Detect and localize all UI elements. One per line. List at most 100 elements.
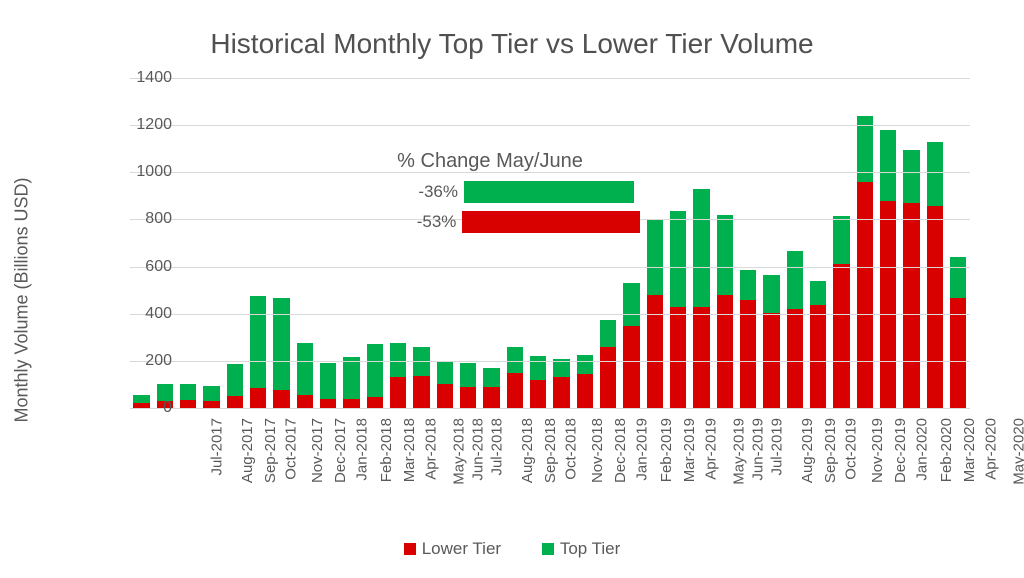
inset-row-bar [464,181,634,203]
inset-rows: -36% -53% [340,179,640,235]
bar-segment-top-tier [297,343,313,395]
bar-segment-top-tier [203,386,219,401]
x-tick-label: Oct-2018 [562,416,579,480]
x-tick-label: Jan-2019 [633,416,650,481]
legend: Lower Tier Top Tier [0,539,1024,560]
bar-segment-top-tier [623,283,639,325]
x-tick-label: Dec-2019 [892,416,909,483]
bar-stack [367,344,383,408]
legend-label-lower-tier: Lower Tier [422,539,501,559]
bar-stack [297,343,313,408]
bar-stack [857,116,873,408]
chart-title: Historical Monthly Top Tier vs Lower Tie… [0,28,1024,60]
bar-segment-lower-tier [577,374,593,408]
bar-stack [437,361,453,408]
gridline [130,78,970,79]
x-tick-label: Aug-2018 [519,416,536,483]
x-tick-label: Jun-2019 [750,416,767,481]
bar-segment-top-tier [927,142,943,207]
y-tick-label: 1000 [122,164,172,180]
bar-segment-lower-tier [623,326,639,409]
x-tick-label: Apr-2020 [982,416,999,480]
bar-stack [203,386,219,408]
x-tick-label: Oct-2017 [282,416,299,480]
x-tick-label: Apr-2018 [422,416,439,480]
gridline [130,408,970,409]
bar-stack [273,298,289,408]
gridline [130,267,970,268]
bar-segment-lower-tier [670,307,686,408]
bar-segment-lower-tier [343,399,359,408]
bar-segment-top-tier [880,130,896,201]
bar-stack [553,359,569,408]
bar-segment-lower-tier [227,396,243,408]
bar-stack [927,142,943,408]
chart-container: Historical Monthly Top Tier vs Lower Tie… [0,0,1024,578]
y-tick-label: 0 [122,400,172,416]
bar-segment-lower-tier [530,380,546,408]
x-tick-label: Feb-2018 [378,416,395,482]
bar-segment-lower-tier [600,347,616,408]
bar-segment-top-tier [763,275,779,313]
bar-segment-top-tier [833,216,849,264]
bar-stack [460,363,476,408]
bar-segment-top-tier [530,356,546,380]
x-tick-label: Mar-2020 [962,416,979,482]
x-tick-label: Feb-2020 [938,416,955,482]
bar-segment-lower-tier [740,300,756,408]
bar-segment-top-tier [483,368,499,387]
gridline [130,125,970,126]
bar-segment-top-tier [343,357,359,398]
x-axis-labels: Jul-2017Aug-2017Sep-2017Oct-2017Nov-2017… [130,416,970,526]
bars-layer [130,78,970,408]
bar-stack [180,384,196,408]
y-tick-label: 600 [122,259,172,275]
bar-stack [833,216,849,408]
y-tick-label: 1200 [122,117,172,133]
bar-segment-lower-tier [460,387,476,408]
gridline [130,314,970,315]
bar-stack [413,347,429,408]
bar-segment-top-tier [273,298,289,390]
inset-row-label: -36% [340,182,464,202]
bar-stack [693,189,709,408]
x-tick-label: Jul-2018 [488,416,505,476]
bar-segment-lower-tier [553,377,569,408]
y-axis-title: Monthly Volume (Billions USD) [12,177,33,422]
inset-row: -36% [340,179,640,205]
x-tick-label: Jan-2018 [353,416,370,481]
bar-segment-top-tier [647,219,663,294]
bar-segment-top-tier [670,211,686,306]
legend-label-top-tier: Top Tier [560,539,620,559]
bar-segment-lower-tier [857,182,873,408]
bar-segment-top-tier [693,189,709,307]
bar-segment-lower-tier [250,388,266,408]
x-tick-label: Dec-2017 [332,416,349,483]
x-tick-label: Aug-2017 [239,416,256,483]
bar-segment-lower-tier [483,387,499,408]
bar-stack [343,357,359,408]
inset-row-label: -53% [340,212,462,232]
x-tick-label: Nov-2017 [309,416,326,483]
bar-segment-lower-tier [717,295,733,408]
x-tick-label: Nov-2018 [589,416,606,483]
x-tick-label: Sep-2017 [262,416,279,483]
bar-segment-top-tier [810,281,826,306]
bar-segment-lower-tier [367,397,383,408]
bar-segment-top-tier [367,344,383,397]
x-tick-label: Nov-2019 [869,416,886,483]
x-tick-label: Feb-2019 [658,416,675,482]
bar-segment-lower-tier [507,373,523,408]
bar-stack [903,150,919,408]
bar-segment-lower-tier [833,264,849,408]
gridline [130,361,970,362]
bar-segment-top-tier [600,320,616,347]
bar-stack [717,215,733,408]
bar-segment-top-tier [787,251,803,309]
inset-callout: % Change May/June -36%-53% [340,150,640,239]
bar-segment-lower-tier [437,384,453,408]
y-tick-label: 400 [122,306,172,322]
x-tick-label: Dec-2018 [612,416,629,483]
legend-item-top-tier: Top Tier [542,539,620,559]
x-tick-label: Jan-2020 [913,416,930,481]
